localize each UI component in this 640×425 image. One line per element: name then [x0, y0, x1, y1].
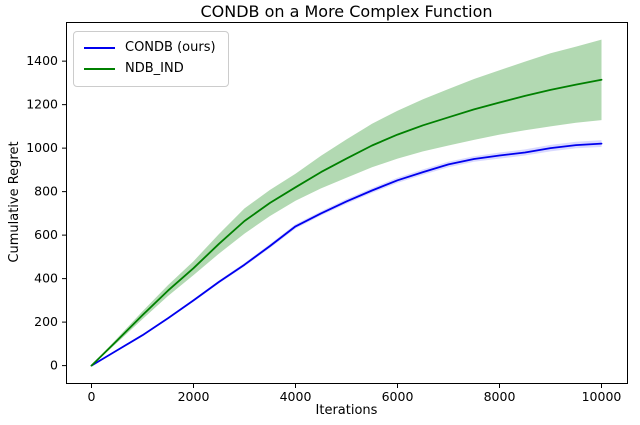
svg-text:600: 600 [34, 227, 58, 242]
svg-text:8000: 8000 [484, 389, 516, 404]
y-axis-ticks: 0 200 400 600 800 1000 1200 1400 [26, 53, 66, 373]
legend-item-condb: CONDB (ours) [84, 40, 216, 55]
line-condb [90, 142, 603, 367]
band-ndbind [91, 39, 602, 366]
x-axis-label: Iterations [315, 403, 378, 418]
svg-text:1400: 1400 [26, 53, 58, 68]
svg-text:2000: 2000 [178, 389, 210, 404]
svg-text:1200: 1200 [26, 97, 58, 112]
svg-text:0: 0 [50, 358, 58, 373]
ndbind-line-swatch [84, 68, 115, 71]
legend-label-ndbind: NDB_IND [125, 61, 184, 77]
line-ndbind [90, 78, 603, 367]
svg-text:4000: 4000 [280, 389, 312, 404]
svg-text:6000: 6000 [382, 389, 414, 404]
legend-item-ndbind: NDB_IND [84, 61, 216, 77]
legend-label-condb: CONDB (ours) [125, 40, 216, 55]
axes-spines [66, 22, 628, 384]
condb-line-swatch [84, 47, 115, 50]
svg-text:10000: 10000 [582, 389, 622, 404]
svg-text:200: 200 [34, 314, 58, 329]
svg-text:1000: 1000 [26, 140, 58, 155]
legend: CONDB (ours) NDB_IND [73, 31, 229, 87]
svg-text:800: 800 [34, 184, 58, 199]
chart-title: CONDB on a More Complex Function [200, 2, 493, 21]
svg-text:0: 0 [88, 389, 96, 404]
svg-text:400: 400 [34, 271, 58, 286]
x-axis-ticks: 0 2000 4000 6000 8000 10000 [88, 384, 622, 404]
